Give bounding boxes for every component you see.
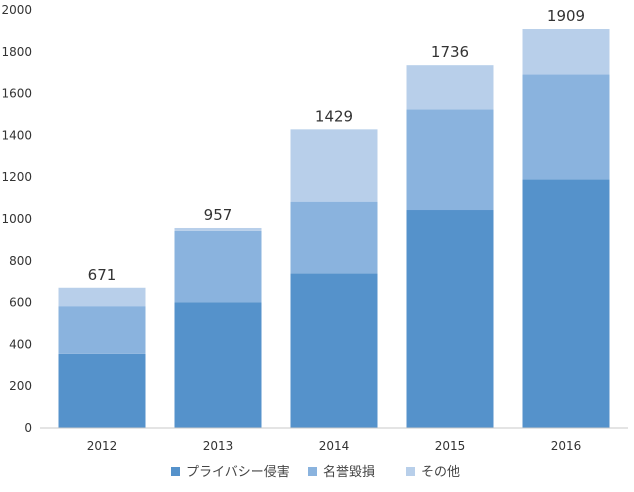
legend-label-series-2: 名誉毀損 — [323, 464, 375, 480]
y-tick-label: 2000 — [1, 3, 32, 17]
total-label-2016: 1909 — [547, 7, 585, 25]
y-tick-label: 600 — [9, 296, 32, 310]
bar-segment-2012-series-1 — [58, 353, 146, 428]
y-tick-label: 1000 — [1, 212, 32, 226]
bar-segment-2013-series-3 — [174, 227, 262, 231]
y-tick-label: 400 — [9, 337, 32, 351]
bar-segment-2014-series-3 — [290, 129, 378, 202]
bar-segment-2012-series-2 — [58, 306, 146, 354]
legend-swatch-series-1 — [171, 467, 180, 476]
legend-swatch-series-3 — [406, 467, 415, 476]
bar-segment-2016-series-3 — [522, 29, 610, 75]
total-label-2014: 1429 — [315, 107, 353, 125]
y-tick-label: 800 — [9, 254, 32, 268]
bar-segment-2014-series-1 — [290, 273, 378, 428]
y-tick-label: 1800 — [1, 45, 32, 59]
legend: プライバシー侵害 名誉毀損 その他 — [171, 464, 460, 480]
y-tick-label: 1600 — [1, 87, 32, 101]
x-tick-label: 2013 — [203, 439, 234, 453]
bar-segment-2015-series-1 — [406, 210, 494, 428]
bar-segment-2014-series-2 — [290, 201, 378, 274]
total-label-2015: 1736 — [431, 43, 469, 61]
legend-label-series-1: プライバシー侵害 — [186, 464, 290, 480]
total-label-2013: 957 — [204, 206, 233, 224]
y-tick-label: 1400 — [1, 128, 32, 142]
bars — [58, 29, 610, 428]
x-tick-label: 2012 — [87, 439, 118, 453]
bar-segment-2016-series-2 — [522, 74, 610, 180]
legend-label-series-3: その他 — [421, 465, 460, 480]
bar-segment-2013-series-1 — [174, 302, 262, 428]
x-tick-label: 2014 — [319, 439, 350, 453]
x-tick-label: 2015 — [435, 439, 466, 453]
bar-segment-2016-series-1 — [522, 179, 610, 428]
bar-segment-2015-series-2 — [406, 109, 494, 211]
y-tick-label: 0 — [24, 421, 32, 435]
bar-segment-2013-series-2 — [174, 230, 262, 303]
x-tick-label: 2016 — [551, 439, 582, 453]
bar-segment-2012-series-3 — [58, 287, 146, 307]
y-tick-label: 1200 — [1, 170, 32, 184]
total-labels: 671 957 1429 1736 1909 — [88, 7, 585, 284]
x-axis: 2012 2013 2014 2015 2016 — [87, 439, 582, 453]
bar-segment-2015-series-3 — [406, 65, 494, 110]
total-label-2012: 671 — [88, 266, 117, 284]
y-axis: 0 200 400 600 800 1000 1200 1400 1600 1800 2000 — [1, 3, 32, 435]
y-tick-label: 200 — [9, 379, 32, 393]
legend-swatch-series-2 — [308, 467, 317, 476]
